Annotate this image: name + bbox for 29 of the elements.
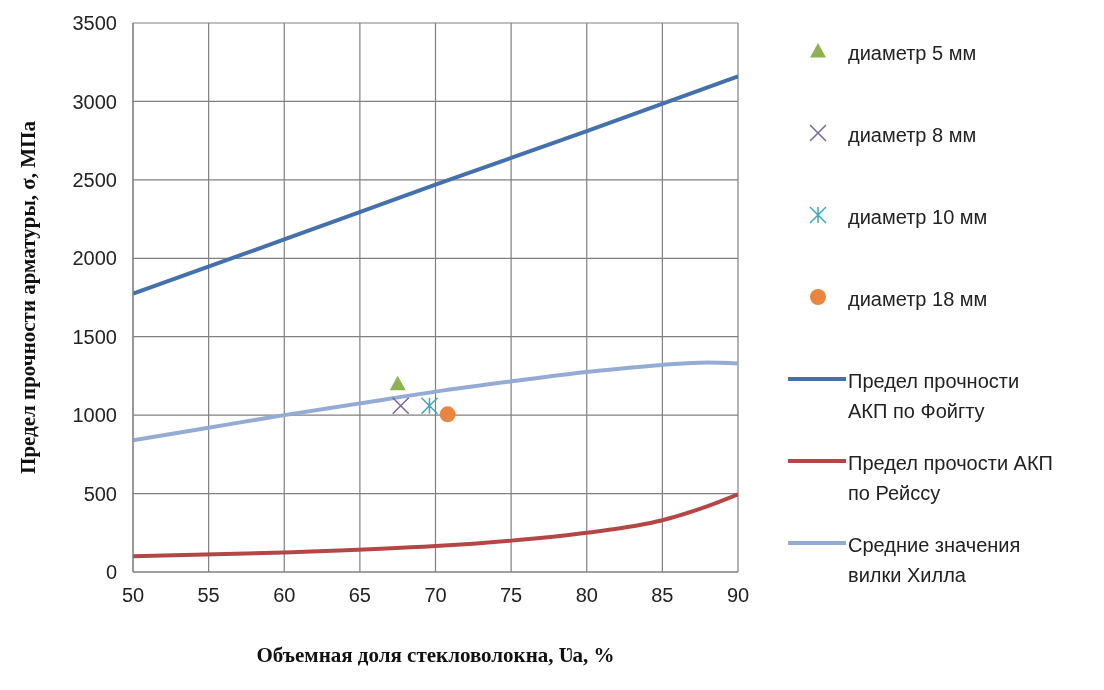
y-tick-label: 0 [105, 561, 117, 584]
x-tick-label: 90 [726, 584, 750, 607]
y-tick-label: 1000 [72, 404, 117, 427]
legend-label: диаметр 18 мм [848, 287, 989, 312]
legend-label: диаметр 10 мм [848, 205, 989, 230]
x-tick-label: 60 [273, 584, 296, 607]
y-tick-label: 2000 [72, 247, 117, 270]
legend-label: Предел прочности АКП по Фойгту [848, 369, 1021, 424]
x-tick-label: 70 [424, 584, 447, 607]
y-tick-label: 500 [83, 482, 117, 505]
legend-label: Предел прочости АКП по Рейссу [848, 451, 1054, 506]
line-series [133, 360, 738, 443]
legend-label: диаметр 8 мм [848, 123, 978, 148]
x-tick-label: 55 [197, 584, 220, 607]
y-tick-label: 1500 [72, 325, 117, 348]
x-tick-label: 75 [500, 584, 523, 607]
y-tick-label: 3000 [72, 90, 117, 113]
x-tick-label: 85 [651, 584, 674, 607]
x-axis-title: Объемная доля стекловолокна, Ʋa, % [256, 643, 615, 667]
y-axis-title: Предел прочности арматуры, σ, МПа [16, 120, 41, 474]
x-tick-label: 50 [121, 584, 145, 607]
x-tick-label: 80 [575, 584, 598, 607]
y-tick-label: 2500 [72, 168, 117, 191]
legend-label: Средние значения вилки Хилла [848, 533, 1022, 588]
line-series [133, 74, 738, 296]
x-tick-label: 65 [348, 584, 371, 607]
legend-label: диаметр 5 мм [848, 41, 978, 66]
y-tick-label: 3500 [72, 12, 117, 35]
line-series [133, 492, 738, 559]
